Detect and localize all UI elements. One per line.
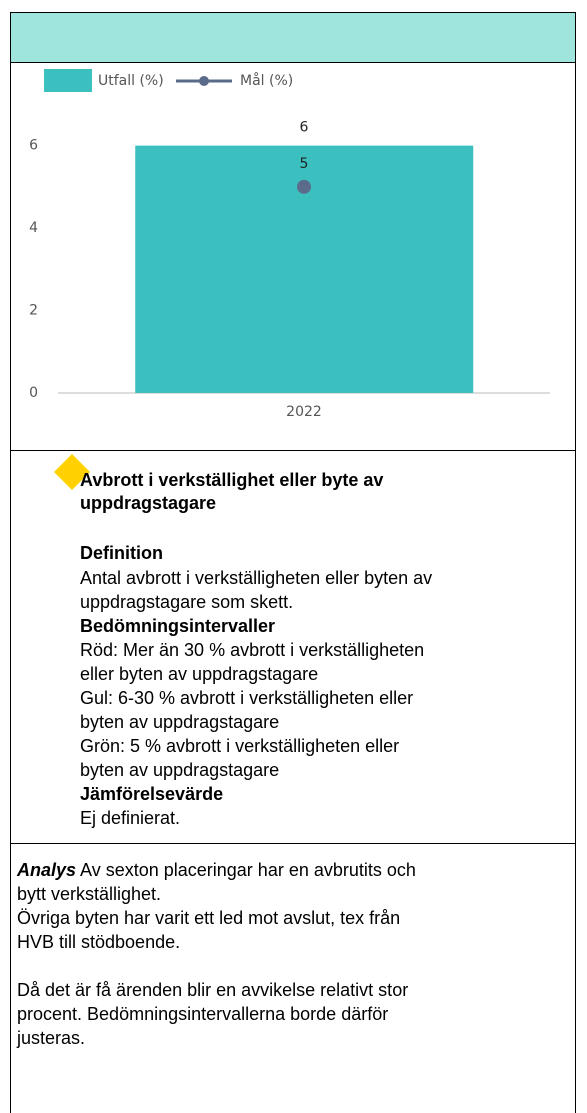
status-diamond <box>54 454 90 490</box>
text-line: eller byten av uppdragstagare <box>80 664 319 684</box>
info-title: uppdragstagare <box>80 493 217 513</box>
target-point <box>297 179 311 194</box>
analysis-line: Analys Av sexton placeringar har en avbr… <box>17 858 416 882</box>
legend-label: Mål (%) <box>240 72 293 89</box>
legend-marker <box>199 76 209 86</box>
legend-label: Utfall (%) <box>98 73 164 89</box>
text-line: bytt verkställighet. <box>17 884 162 904</box>
x-tick-label: 2022 <box>286 404 322 420</box>
analysis-label: Analys <box>17 860 77 880</box>
text-line: Övriga byten har varit ett led mot avslu… <box>17 908 401 928</box>
heading: Bedömningsintervaller <box>80 616 276 636</box>
text-line: justeras. <box>17 1028 86 1048</box>
heading: Definition <box>80 543 163 563</box>
value-label: 5 <box>300 156 309 172</box>
chart: Utfall (%) Mål (%) 0 2 4 6 2022 6 5 <box>29 69 550 420</box>
text-line: Antal avbrott i verkställigheten eller b… <box>80 568 433 588</box>
heading: Jämförelsevärde <box>80 784 224 804</box>
text: Av sexton placeringar har en avbrutits o… <box>76 860 416 880</box>
text-line: Ej definierat. <box>80 808 181 828</box>
text-line: procent. Bedömningsintervallerna borde d… <box>17 1004 389 1024</box>
legend-swatch <box>44 69 92 92</box>
y-tick-label: 6 <box>29 138 38 154</box>
text-line: Röd: Mer än 30 % avbrott i verkställighe… <box>80 640 425 660</box>
info-title: Avbrott i verkställighet eller byte av <box>80 470 384 490</box>
text-line: HVB till stödboende. <box>17 932 181 952</box>
text-line: uppdragstagare som skett. <box>80 592 294 612</box>
text-line: Då det är få ärenden blir en avvikelse r… <box>17 980 409 1000</box>
text-line: Gul: 6-30 % avbrott i verkställigheten e… <box>80 688 414 708</box>
y-tick-label: 0 <box>29 385 38 401</box>
diamond <box>54 454 90 490</box>
value-label: 6 <box>300 120 309 136</box>
text-line: byten av uppdragstagare <box>80 712 280 732</box>
analysis-section <box>10 843 576 1113</box>
y-tick-label: 4 <box>29 220 38 236</box>
text-line: byten av uppdragstagare <box>80 760 280 780</box>
header-band <box>10 12 576 63</box>
y-tick-label: 2 <box>29 303 38 319</box>
text-line: Grön: 5 % avbrott i verkställigheten ell… <box>80 736 400 756</box>
